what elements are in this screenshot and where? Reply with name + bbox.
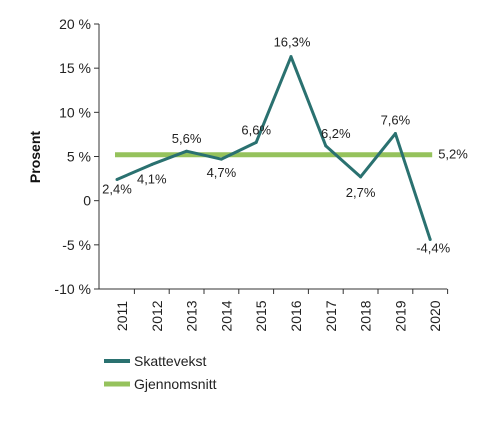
data-label: 4,1%: [137, 171, 167, 186]
legend-label-gjennomsnitt: Gjennomsnitt: [134, 376, 217, 392]
data-label: 4,7%: [207, 165, 237, 180]
data-label: 5,6%: [172, 131, 202, 146]
data-point: [254, 140, 258, 144]
x-tick-label: 2020: [427, 300, 443, 331]
y-axis-label: Prosent: [27, 131, 43, 183]
x-tick-label: 2015: [253, 300, 269, 331]
series-line-skattevekst: [116, 55, 432, 241]
data-point: [324, 144, 328, 148]
x-tick-label: 2012: [149, 300, 165, 331]
data-label: 16,3%: [274, 35, 311, 50]
data-label: 2,7%: [346, 185, 376, 200]
data-label: -4,4%: [416, 241, 450, 256]
data-point: [185, 149, 189, 153]
x-tick-label: 2014: [218, 300, 234, 331]
data-point: [150, 162, 154, 166]
data-point: [219, 157, 223, 161]
x-tick-label: 2016: [288, 300, 304, 331]
legend-label-skattevekst: Skattevekst: [134, 353, 206, 369]
y-tick-label: 20 %: [59, 16, 91, 32]
y-tick-label: -10 %: [54, 281, 91, 297]
data-label: 7,6%: [381, 113, 411, 128]
x-tick-label: 2019: [392, 300, 408, 331]
y-tick-label: -5 %: [62, 237, 91, 253]
y-tick-label: 0: [83, 193, 91, 209]
x-tick-label: 2018: [358, 300, 374, 331]
data-label: 6,2%: [321, 126, 351, 141]
y-tick-label: 15 %: [59, 60, 91, 76]
data-label: 2,4%: [102, 181, 132, 196]
data-point: [289, 55, 293, 59]
x-tick-label: 2013: [184, 300, 200, 331]
data-point: [115, 177, 119, 181]
data-point: [359, 175, 363, 179]
x-tick-label: 2011: [114, 301, 130, 331]
data-label-gjennomsnitt: 5,2%: [438, 147, 468, 162]
y-tick-label: 5 %: [67, 149, 91, 165]
legend: Skattevekst Gjennomsnitt: [104, 353, 217, 392]
x-tick-label: 2017: [323, 300, 339, 331]
y-tick-label: 10 %: [59, 104, 91, 120]
data-point: [393, 132, 397, 136]
data-label: 6,6%: [241, 122, 271, 137]
data-point: [428, 238, 432, 242]
